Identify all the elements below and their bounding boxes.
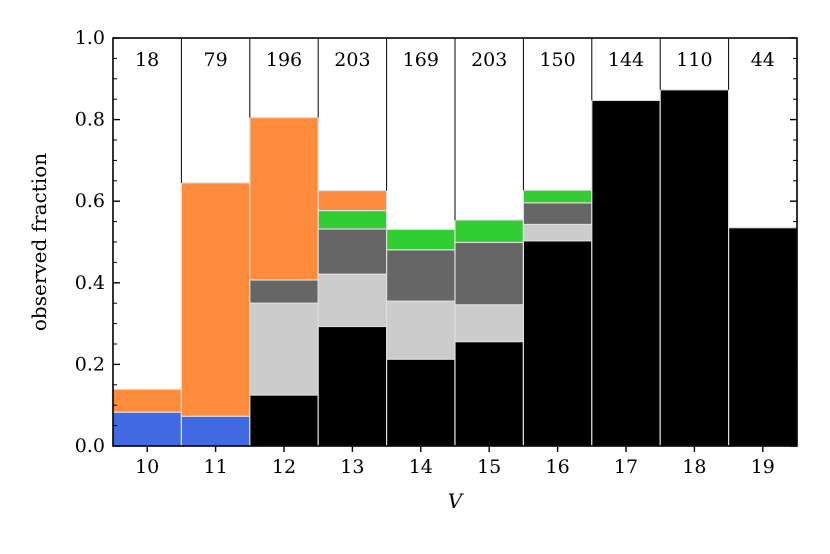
count-labels: 18 79 196 203 169 203 150 144 110 44: [135, 49, 775, 71]
bar-segment-12-s5: [249, 116, 319, 281]
bar-segment-10-s1: [112, 411, 183, 447]
x-tick-label-11: 11: [204, 456, 228, 478]
bar-segment-16-s4: [522, 189, 593, 204]
count-label-15: 203: [471, 49, 507, 71]
bar-segment-13-s0: [317, 325, 388, 447]
count-label-11: 79: [204, 49, 228, 71]
y-tick-label: 0.6: [75, 190, 105, 212]
bar-segment-14-s4: [386, 228, 456, 251]
bar-segment-15-s3: [454, 241, 525, 306]
x-tick-label-13: 13: [340, 456, 364, 478]
y-axis-ticks: 0.0 0.2 0.4 0.6 0.8 1.0: [75, 27, 797, 457]
x-tick-label-19: 19: [751, 456, 775, 478]
bar-segment-13-s2: [317, 273, 388, 328]
bin-dividers: [180, 38, 730, 220]
x-tick-label-16: 16: [546, 456, 570, 478]
bar-segment-10-s5: [112, 388, 183, 413]
count-label-17: 144: [608, 49, 644, 71]
bar-segment-16-s0: [522, 240, 593, 447]
x-tick-label-18: 18: [682, 456, 706, 478]
count-label-18: 110: [676, 49, 712, 71]
bar-segment-14-s0: [386, 358, 456, 447]
bar-segment-12-s2: [249, 302, 319, 396]
y-tick-label: 0.0: [75, 435, 105, 457]
y-tick-label: 0.8: [75, 109, 105, 131]
y-tick-label: 0.4: [75, 272, 105, 294]
bar-segment-13-s4: [317, 209, 388, 230]
bar-segment-18-s0: [659, 89, 730, 447]
bar-segment-15-s2: [454, 304, 525, 343]
bar-segment-12-s0: [249, 394, 319, 447]
x-tick-label-14: 14: [409, 456, 433, 478]
x-axis-ticks: 10 11 12 13 14 15 16 17 18 19: [135, 446, 775, 478]
count-label-16: 150: [539, 49, 575, 71]
bar-segment-15-s4: [454, 219, 525, 244]
count-label-14: 169: [403, 49, 439, 71]
x-tick-label-10: 10: [135, 456, 159, 478]
bar-segment-15-s0: [454, 340, 525, 447]
bar-segment-14-s3: [386, 249, 456, 302]
bar-segment-11-s5: [180, 182, 251, 417]
bar-segment-11-s1: [180, 415, 251, 447]
bar-segment-16-s2: [522, 223, 593, 242]
bar-segment-13-s3: [317, 228, 388, 275]
bar-segment-14-s2: [386, 300, 456, 360]
y-axis-label: observed fraction: [27, 153, 51, 331]
y-tick-label: 1.0: [75, 27, 105, 49]
x-tick-label-12: 12: [272, 456, 296, 478]
x-tick-label-15: 15: [477, 456, 501, 478]
bar-segment-17-s0: [591, 99, 661, 447]
y-tick-label: 0.2: [75, 353, 105, 375]
count-label-19: 44: [751, 49, 775, 71]
x-axis-label: V: [448, 489, 465, 513]
bars-layer: [112, 89, 798, 447]
bar-segment-12-s3: [249, 279, 319, 304]
count-label-12: 196: [266, 49, 302, 71]
bar-segment-13-s5: [317, 189, 388, 212]
bar-segment-19-s0: [727, 227, 798, 447]
count-label-10: 18: [135, 49, 159, 71]
count-label-13: 203: [334, 49, 370, 71]
bar-segment-16-s3: [522, 202, 593, 226]
x-tick-label-17: 17: [614, 456, 638, 478]
